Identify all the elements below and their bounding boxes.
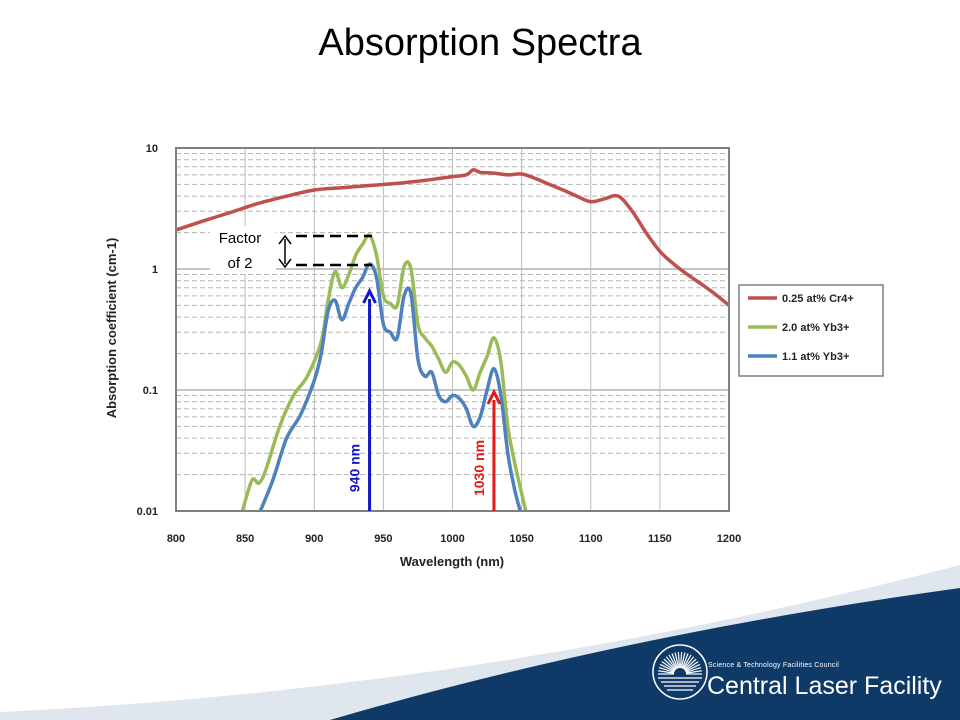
x-tick-label: 1150: [648, 533, 672, 545]
series-line-3: [258, 262, 522, 511]
factor-arrow-head-down: [278, 258, 292, 269]
x-axis-title: Wavelength (nm): [400, 554, 504, 569]
factor-label-line2: of 2: [227, 255, 252, 272]
factor-label-bg: [210, 226, 276, 274]
tick-labels: 800 850 900 950 1000 1050 1100 1150 1200 0.01 0.1 1…: [137, 143, 742, 545]
x-tick-label: 850: [236, 533, 254, 545]
y-tick-label: 0.01: [137, 506, 158, 518]
factor-arrow-head-up: [278, 234, 292, 245]
x-tick-label: 1200: [717, 533, 741, 545]
x-tick-label: 950: [374, 533, 392, 545]
y-tick-label: 10: [146, 143, 158, 155]
annotations: Factor of 2 940 nm 1030 nm: [210, 226, 502, 511]
legend-label: 0.25 at% Cr4+: [782, 293, 854, 305]
slide-title: Absorption Spectra: [318, 22, 642, 64]
x-tick-label: 1050: [509, 533, 533, 545]
arrow-1030nm-label: 1030 nm: [471, 440, 487, 496]
arrow-940nm-label: 940 nm: [347, 444, 363, 492]
facility-name: Central Laser Facility: [707, 672, 942, 700]
council-name: Science & Technology Facilities Council: [708, 662, 840, 669]
legend: 0.25 at% Cr4+ 2.0 at% Yb3+ 1.1 at% Yb3+: [738, 284, 884, 377]
plot-frame: [175, 147, 730, 512]
y-tick-label: 0.1: [143, 385, 158, 397]
legend-box: [738, 284, 884, 377]
legend-label: 1.1 at% Yb3+: [782, 351, 849, 363]
logo-sunburst-icon: [652, 644, 708, 700]
y-tick-label: 1: [152, 264, 158, 276]
series-layer: [176, 168, 729, 511]
facility-banner: [0, 565, 960, 720]
legend-label: 2.0 at% Yb3+: [782, 322, 849, 334]
x-tick-label: 900: [305, 533, 323, 545]
y-axis-title: Absorption coefficient (cm-1): [104, 238, 119, 419]
series-line-1: [176, 168, 729, 307]
arrow-1030nm-head: [486, 388, 502, 405]
x-tick-label: 1100: [579, 533, 603, 545]
banner-dark-swoop: [330, 588, 960, 720]
arrow-940nm-head: [362, 287, 377, 304]
x-tick-label: 800: [167, 533, 185, 545]
x-tick-label: 1000: [440, 533, 464, 545]
grid: [175, 147, 730, 512]
series-line-2: [240, 233, 528, 511]
factor-label-line1: Factor: [219, 230, 262, 247]
